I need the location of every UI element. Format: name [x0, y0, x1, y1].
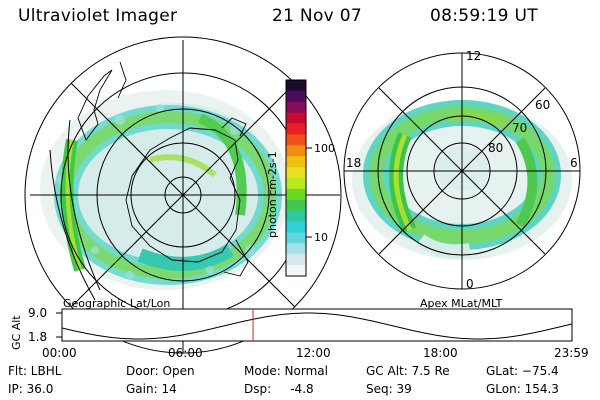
altitude-timeline: GC Alt 9.0 1.8 00:00 06:00 12:00 18:00 2…: [10, 306, 589, 360]
colorbar-swatch: [286, 243, 306, 255]
instrument-title: Ultraviolet Imager: [18, 6, 178, 26]
timeline-xtick-0600: 06:00: [168, 346, 203, 360]
timeline-ytick-top: 9.0: [28, 306, 47, 320]
timeline-ylabel: GC Alt: [10, 315, 23, 350]
mlt-label-6: 6: [570, 156, 578, 170]
timeline-xtick-1800: 18:00: [423, 346, 458, 360]
date-label: 21 Nov 07: [272, 6, 362, 26]
status-gc-alt: GC Alt: 7.5 Re: [366, 364, 450, 378]
colorbar-swatch: [286, 188, 306, 201]
mlt-lines: [344, 53, 580, 289]
mlat-label-70: 70: [512, 121, 527, 135]
aurora-left: [40, 90, 290, 290]
mlat-label-60: 60: [535, 98, 550, 112]
status-dsp: Dsp: -4.8: [244, 382, 314, 396]
colorbar-swatch: [286, 210, 306, 223]
colorbar: 100 10 photon cm-2s-1: [266, 79, 335, 277]
colorbar-swatch: [286, 167, 306, 179]
timeline-ytick-bottom: 1.8: [28, 330, 47, 344]
status-filter: Flt: LBHL: [8, 364, 62, 378]
mlt-label-12: 12: [466, 49, 481, 63]
right-map-label: Apex MLat/MLT: [420, 297, 503, 310]
timeline-xtick-2359: 23:59: [554, 346, 589, 360]
mlt-label-18: 18: [346, 156, 361, 170]
geographic-map: [24, 36, 342, 354]
status-door: Door: Open: [126, 364, 195, 378]
colorbar-unit-label: photon cm-2s-1: [266, 151, 279, 238]
status-glon: GLon: 154.3: [486, 382, 559, 396]
colorbar-tick-100: 100: [314, 142, 335, 155]
left-map-label: Geographic Lat/Lon: [63, 297, 170, 310]
colorbar-swatches: [286, 80, 306, 277]
colorbar-swatch: [286, 112, 306, 125]
colorbar-tick-10: 10: [314, 231, 328, 244]
colorbar-swatch: [286, 80, 306, 92]
mlt-label-0: 0: [466, 277, 474, 291]
coastlines: [77, 61, 249, 277]
colorbar-swatch: [286, 221, 306, 233]
colorbar-swatch: [286, 145, 306, 157]
status-seq: Seq: 39: [366, 382, 412, 396]
status-ip: IP: 36.0: [8, 382, 54, 396]
colorbar-swatch: [286, 265, 306, 277]
status-gain: Gain: 14: [126, 382, 177, 396]
colorbar-swatch: [286, 254, 306, 266]
colorbar-swatch: [286, 134, 306, 146]
colorbar-swatch: [286, 199, 306, 212]
altitude-curve: [61, 312, 573, 340]
colorbar-swatch: [286, 232, 306, 244]
colorbar-swatch: [286, 178, 306, 190]
apex-map: 12 18 6 0 60 70 80: [343, 49, 581, 291]
timeline-xtick-1200: 12:00: [296, 346, 331, 360]
status-glat: GLat: −75.4: [486, 364, 559, 378]
timeline-xtick-0000: 00:00: [42, 346, 77, 360]
mlat-label-80: 80: [488, 141, 503, 155]
colorbar-swatch: [286, 90, 306, 103]
colorbar-swatch: [286, 123, 306, 135]
colorbar-swatch: [286, 156, 306, 168]
colorbar-swatch: [286, 101, 306, 114]
status-mode: Mode: Normal: [244, 364, 328, 378]
time-label: 08:59:19 UT: [430, 6, 538, 26]
